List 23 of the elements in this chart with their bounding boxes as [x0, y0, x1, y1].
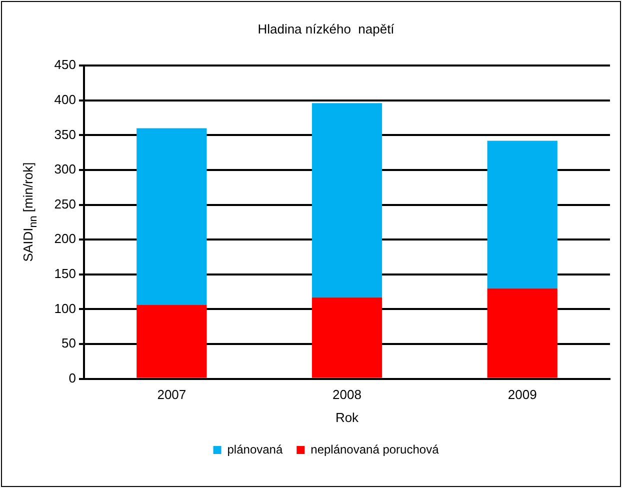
- bar: [312, 297, 382, 378]
- legend-label: neplánovaná poruchová: [310, 442, 440, 456]
- bar: [487, 140, 558, 288]
- y-tick-label: 50: [62, 336, 76, 351]
- y-tick-label: 200: [54, 231, 76, 246]
- y-tick-label: 100: [54, 300, 76, 316]
- bar: [136, 305, 207, 378]
- x-tick-label: 2009: [508, 387, 537, 402]
- bar: [312, 103, 382, 298]
- y-tick-label: 150: [54, 266, 76, 281]
- y-tick-label: 250: [54, 196, 76, 212]
- x-axis-title: Rok: [335, 410, 360, 425]
- bar: [487, 288, 558, 378]
- y-tick-label: 300: [54, 162, 76, 177]
- x-tick-label: 2008: [332, 387, 362, 402]
- y-tick-label: 400: [54, 92, 76, 107]
- bar: [136, 128, 207, 306]
- legend-label: plánovaná: [227, 442, 283, 456]
- y-tick-label: 350: [54, 126, 76, 142]
- y-tick-label: 0: [68, 370, 76, 386]
- chart-title: Hladina nízkého napětí: [258, 21, 395, 36]
- x-tick-label: 2007: [157, 387, 186, 402]
- y-tick-label: 450: [54, 57, 76, 72]
